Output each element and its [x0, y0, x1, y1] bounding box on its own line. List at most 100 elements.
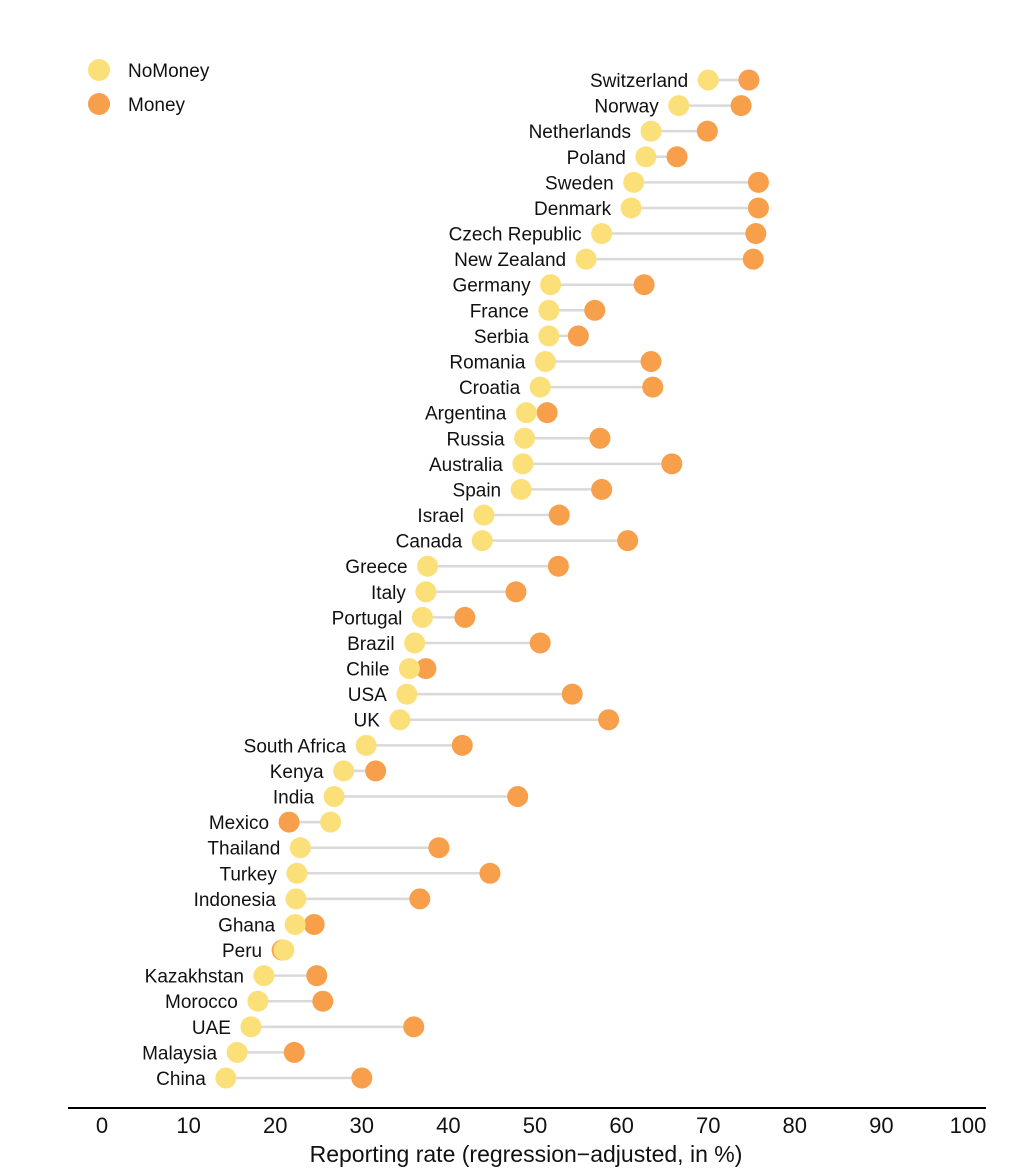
nomoney-point [215, 1067, 237, 1089]
row-italy: Italy [371, 581, 527, 604]
money-point [567, 325, 589, 347]
money-point [365, 760, 387, 782]
country-label: Sweden [545, 173, 614, 194]
money-point [415, 658, 437, 680]
money-point [479, 862, 501, 884]
row-israel: Israel [417, 504, 570, 527]
money-point [548, 504, 570, 526]
row-netherlands: Netherlands [529, 120, 718, 143]
row-czech-republic: Czech Republic [449, 223, 767, 246]
money-point [283, 1041, 305, 1063]
money-point [642, 376, 664, 398]
nomoney-point [333, 760, 355, 782]
country-label: Australia [429, 455, 503, 476]
row-uae: UAE [192, 1016, 425, 1039]
row-norway: Norway [594, 95, 752, 118]
money-point [591, 478, 613, 500]
row-poland: Poland [567, 146, 688, 169]
nomoney-point [226, 1041, 248, 1063]
row-germany: Germany [452, 274, 655, 297]
country-label: Germany [452, 276, 531, 297]
money-point [640, 350, 662, 372]
country-label: Argentina [425, 404, 507, 425]
nomoney-point [286, 862, 308, 884]
country-label: Ghana [218, 915, 275, 936]
money-point [666, 146, 688, 168]
country-label: Italy [371, 583, 406, 604]
money-point [747, 171, 769, 193]
money-point [742, 248, 764, 270]
x-tick-label: 10 [176, 1113, 200, 1138]
x-tick-label: 90 [869, 1113, 893, 1138]
nomoney-point [323, 786, 345, 808]
money-point [428, 837, 450, 859]
country-label: Croatia [459, 378, 521, 399]
country-label: South Africa [244, 736, 347, 757]
x-tick-label: 0 [96, 1113, 108, 1138]
x-tick-label: 70 [696, 1113, 720, 1138]
row-malaysia: Malaysia [142, 1041, 305, 1064]
nomoney-point [591, 223, 613, 245]
row-chile: Chile [346, 658, 437, 681]
nomoney-point [538, 299, 560, 321]
money-point [561, 683, 583, 705]
row-kenya: Kenya [270, 760, 387, 783]
country-label: UK [353, 711, 380, 732]
country-label: Czech Republic [449, 225, 582, 246]
row-croatia: Croatia [459, 376, 664, 399]
nomoney-point [240, 1016, 262, 1038]
country-label: UAE [192, 1018, 231, 1039]
row-mexico: Mexico [209, 811, 342, 834]
money-point [633, 274, 655, 296]
country-label: USA [348, 685, 387, 706]
money-point [403, 1016, 425, 1038]
money-point [745, 223, 767, 245]
nomoney-point [398, 658, 420, 680]
money-point [738, 69, 760, 91]
money-point [505, 581, 527, 603]
country-label: Turkey [219, 864, 277, 885]
legend: NoMoney Money [88, 59, 210, 116]
nomoney-point [635, 146, 657, 168]
money-point [747, 197, 769, 219]
row-usa: USA [348, 683, 583, 706]
row-kazakhstan: Kazakhstan [145, 965, 328, 988]
x-tick-label: 50 [523, 1113, 547, 1138]
country-label: Netherlands [529, 122, 631, 143]
row-south-africa: South Africa [244, 734, 473, 757]
country-label: Switzerland [590, 71, 688, 92]
country-label: Portugal [332, 608, 403, 629]
x-axis-label: Reporting rate (regression−adjusted, in … [310, 1141, 743, 1167]
country-label: Israel [417, 506, 463, 527]
legend-money-marker [88, 93, 110, 115]
nomoney-point [620, 197, 642, 219]
nomoney-point [415, 581, 437, 603]
row-sweden: Sweden [545, 171, 769, 194]
country-label: Brazil [347, 634, 395, 655]
x-tick-label: 20 [263, 1113, 287, 1138]
nomoney-point [471, 530, 493, 552]
row-morocco: Morocco [165, 990, 334, 1013]
country-label: Chile [346, 660, 389, 681]
country-label: Thailand [207, 839, 280, 860]
country-label: Canada [396, 532, 463, 553]
country-label: Mexico [209, 813, 269, 834]
money-point [529, 632, 551, 654]
country-label: Romania [449, 352, 525, 373]
x-tick-label: 60 [609, 1113, 633, 1138]
nomoney-point [396, 683, 418, 705]
row-australia: Australia [429, 453, 683, 476]
country-label: Kenya [270, 762, 324, 783]
country-label: Russia [447, 429, 506, 450]
x-tick-label: 100 [950, 1113, 987, 1138]
row-switzerland: Switzerland [590, 69, 760, 92]
money-point [507, 786, 529, 808]
row-romania: Romania [449, 350, 662, 373]
nomoney-point [697, 69, 719, 91]
nomoney-point [540, 274, 562, 296]
money-point [306, 965, 328, 987]
money-point [661, 453, 683, 475]
nomoney-point [640, 120, 662, 142]
money-point [598, 709, 620, 731]
nomoney-point [404, 632, 426, 654]
